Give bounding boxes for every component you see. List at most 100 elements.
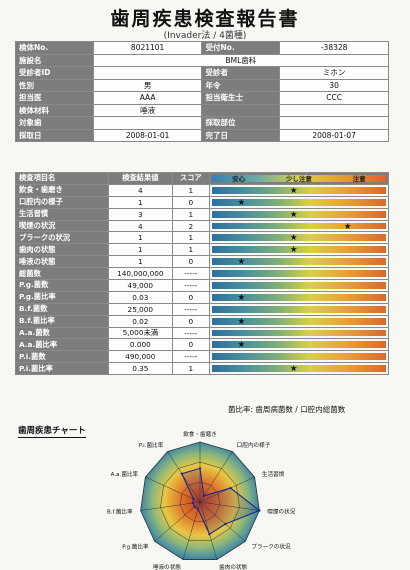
result-scale (208, 267, 390, 281)
result-item-name: B.f.菌比率 (15, 314, 109, 328)
radar-axis-label: A.a.菌比率 (111, 470, 139, 478)
result-value: 490,000 (107, 350, 173, 364)
result-row: A.a.菌比率 0.000 0 ★ (15, 338, 390, 352)
info-row: 施設名 BML歯科 (15, 53, 390, 67)
result-item-name: A.a.菌比率 (15, 338, 109, 352)
scale-bar: ★ (211, 233, 386, 244)
info-row: 受診者ID 受診者 ミホン (15, 66, 389, 80)
scale-bar: ★ (211, 257, 386, 268)
info-value (92, 116, 203, 130)
score-star-marker: ★ (237, 292, 246, 303)
result-item-name: 口腔内の様子 (15, 195, 109, 209)
footnote: 菌比率: 歯周病菌数 / 口腔内総菌数 (228, 405, 346, 414)
header-value: 検査結果値 (107, 172, 173, 185)
result-row: プラークの状況 1 1 ★ (15, 231, 390, 245)
result-scale (208, 302, 390, 316)
results-table: 検査項目名 検査結果値 スコア 安心 少し注意 注意 飲食・歯磨き 4 1 ★ 口腔内の… (15, 172, 390, 376)
info-row: 担当医 AAA 担当衛生士 CCC (15, 91, 389, 105)
result-scale: ★ (208, 207, 390, 221)
radar-axis-line (145, 476, 201, 503)
info-label: 年令 (201, 78, 281, 92)
radar-axis-line (199, 501, 246, 542)
result-row: P.i.菌数 490,000 ----- (15, 350, 390, 364)
radar-axis-label: P.i.菌比率 (139, 441, 164, 449)
result-value: 4 (107, 183, 173, 197)
radar-point (192, 497, 195, 501)
radar-point (229, 486, 232, 490)
result-value: 5,000未満 (107, 326, 173, 340)
score-star-marker: ★ (237, 257, 246, 268)
result-item-name: P.i.菌比率 (15, 362, 109, 376)
result-row: 総菌数 140,000,000 ----- (15, 267, 390, 281)
scale-bar: ★ (211, 198, 386, 207)
result-value: 4 (107, 219, 173, 233)
info-label: 受診者ID (15, 66, 94, 80)
result-score: 0 (171, 255, 210, 269)
result-item-name: B.f.菌数 (15, 302, 109, 316)
info-row: 検体材料 唾液 (15, 103, 389, 117)
result-row: 喫煙の状況 4 2 ★ (15, 219, 390, 233)
info-row: 対象歯 採取部位 (15, 116, 389, 130)
result-row: 歯肉の状態 1 1 ★ (15, 243, 390, 257)
result-score: 2 (171, 219, 210, 233)
result-value: 49,000 (107, 279, 173, 292)
info-value (92, 66, 203, 80)
result-scale: ★ (208, 243, 390, 257)
info-value: 男 (92, 78, 203, 92)
result-scale (208, 326, 390, 340)
result-scale: ★ (208, 195, 390, 209)
header-item: 検査項目名 (15, 172, 109, 185)
report-subtitle: (Invader法 / 4菌種) (163, 31, 247, 41)
info-value: BML歯科 (92, 53, 390, 67)
info-label: 性別 (15, 78, 94, 92)
radar-point (196, 507, 200, 511)
info-label: 採取部位 (201, 116, 281, 130)
info-value: 唾液 (92, 103, 203, 117)
result-item-name: 歯肉の状態 (15, 243, 109, 257)
result-score: 0 (171, 314, 210, 328)
result-value: 0.03 (107, 290, 173, 304)
radar-axis-label: プラークの状況 (251, 543, 291, 551)
result-score: ----- (171, 326, 210, 340)
result-score: 1 (171, 243, 210, 257)
scale-bar: ★ (211, 221, 386, 232)
info-label: 担当医 (15, 91, 94, 105)
info-row: 採取日 2008-01-01 完了日 2008-01-07 (15, 128, 389, 142)
info-value: ミホン (279, 66, 389, 80)
result-item-name: P.g.菌数 (15, 279, 109, 292)
scale-bar: ★ (211, 210, 386, 219)
info-value (279, 103, 389, 117)
result-scale (208, 279, 390, 292)
info-value: AAA (92, 91, 203, 105)
radar-axis-label: 喫煙の状況 (267, 508, 295, 516)
result-value: 1 (107, 195, 173, 209)
result-row: 飲食・歯磨き 4 1 ★ (15, 183, 390, 197)
result-value: 1 (107, 231, 173, 245)
result-value: 1 (107, 255, 173, 269)
radar-axis-label: 歯肉の状態 (219, 563, 247, 570)
radar-axis-line (199, 451, 233, 503)
header-score: スコア (171, 172, 210, 185)
result-score: 1 (171, 231, 210, 245)
result-scale: ★ (208, 338, 390, 352)
score-star-marker: ★ (237, 340, 246, 351)
radar-axis-label: P.g.菌比率 (122, 543, 149, 551)
score-star-marker: ★ (289, 185, 298, 196)
scale-bar: ★ (211, 292, 386, 303)
info-label: 受診者 (201, 66, 281, 80)
result-item-name: 唾液の状態 (15, 255, 109, 269)
score-star-marker: ★ (289, 233, 298, 244)
scale-bar: ★ (211, 245, 386, 255)
result-item-name: P.i.菌数 (15, 350, 109, 364)
report-title: 歯周疾患検査報告書 (110, 8, 300, 30)
result-score: 1 (171, 183, 210, 197)
patient-info-table: 検体No. 8021101 受付No. -38328 施設名 BML歯科 受診者ID 受診者ミ… (15, 41, 390, 142)
info-label: 検体No. (15, 41, 94, 55)
info-row: 検体No. 8021101 受付No. -38328 (15, 41, 389, 55)
scale-label-safe: 安心 (232, 175, 246, 184)
score-star-marker: ★ (343, 221, 352, 232)
result-scale: ★ (208, 255, 390, 269)
result-score: 1 (171, 207, 210, 221)
info-value: CCC (279, 91, 389, 105)
radar-point (193, 505, 196, 508)
